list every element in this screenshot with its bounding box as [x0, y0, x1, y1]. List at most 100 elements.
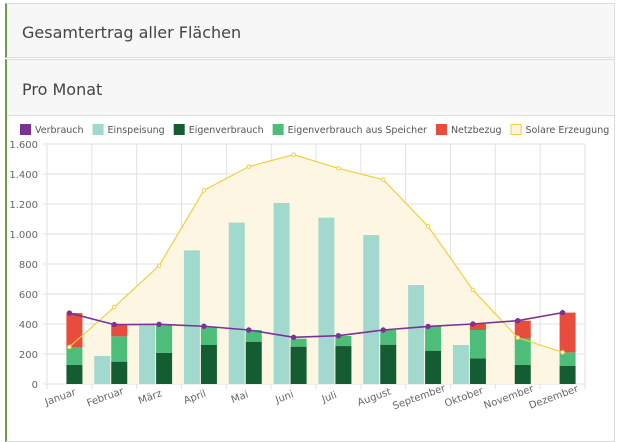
bar-netzbezug — [469, 324, 486, 330]
point-verbrauch — [380, 327, 386, 333]
x-tick-label: Dezember — [528, 383, 581, 411]
point-verbrauch — [425, 323, 431, 330]
legend-swatch — [272, 124, 284, 135]
monthly-title: Pro Monat — [22, 80, 103, 99]
legend-swatch — [20, 124, 31, 135]
point-verbrauch — [470, 321, 476, 327]
bar-eigenverbrauch-aus-speicher — [469, 330, 486, 359]
legend-label: Einspeisung — [108, 125, 165, 136]
bar-eigenverbrauch — [290, 346, 307, 384]
point-verbrauch — [515, 318, 521, 324]
bar-eigenverbrauch-aus-speicher — [66, 347, 83, 365]
bar-einspeisung — [452, 345, 469, 384]
point-solare-erzeugung — [515, 335, 521, 340]
bar-einspeisung — [228, 222, 245, 384]
x-tick-label: August — [356, 386, 393, 408]
x-tick-label: März — [137, 388, 163, 407]
x-tick-label: April — [182, 389, 207, 407]
y-tick-label: 200 — [19, 350, 38, 361]
point-solare-erzeugung — [67, 344, 72, 350]
bar-einspeisung — [273, 202, 290, 384]
point-solare-erzeugung — [156, 263, 162, 268]
x-tick-label: Oktober — [443, 385, 485, 409]
legend-item-eigenverbrauch[interactable]: Eigenverbrauch — [173, 124, 264, 136]
y-tick-label: 800 — [19, 260, 38, 271]
y-tick-label: 1.000 — [9, 230, 38, 241]
point-solare-erzeugung — [380, 177, 386, 182]
bar-einspeisung — [318, 217, 335, 384]
legend-item-einspeisung[interactable]: Einspeisung — [92, 124, 165, 136]
legend-item-netzbezug[interactable]: Netzbezug — [435, 124, 502, 136]
bar-einspeisung — [363, 235, 380, 384]
point-solare-erzeugung — [201, 188, 207, 193]
point-solare-erzeugung — [470, 287, 476, 293]
y-tick-label: 400 — [19, 320, 38, 331]
legend-item-eigenverbrauch-aus-speicher[interactable]: Eigenverbrauch aus Speicher — [272, 124, 427, 136]
point-solare-erzeugung — [425, 224, 431, 229]
bar-eigenverbrauch-aus-speicher — [425, 326, 442, 351]
point-solare-erzeugung — [291, 152, 296, 157]
x-tick-label: Mai — [230, 389, 250, 405]
bar-eigenverbrauch-aus-speicher — [559, 352, 576, 366]
x-tick-label: November — [483, 383, 536, 411]
bar-netzbezug — [559, 312, 576, 353]
x-tick-label: Februar — [85, 386, 126, 410]
point-verbrauch — [66, 310, 73, 316]
bar-eigenverbrauch — [380, 344, 397, 384]
point-verbrauch — [290, 334, 297, 341]
monthly-card-header[interactable] — [7, 60, 614, 116]
legend-label: Netzbezug — [451, 125, 502, 136]
bar-eigenverbrauch — [514, 364, 531, 384]
point-solare-erzeugung — [111, 304, 117, 310]
legend-label: Eigenverbrauch — [189, 125, 264, 136]
bar-einspeisung — [139, 325, 156, 384]
point-verbrauch — [201, 323, 207, 329]
bar-eigenverbrauch-aus-speicher — [290, 338, 307, 347]
legend-item-solare-erzeugung[interactable]: Solare Erzeugung — [510, 124, 609, 137]
point-verbrauch — [246, 327, 252, 333]
legend-swatch — [435, 124, 447, 135]
legend-swatch — [173, 124, 185, 135]
x-tick-label: Juni — [273, 389, 295, 406]
legend-label: Verbrauch — [35, 125, 84, 136]
bar-eigenverbrauch — [111, 361, 128, 384]
bar-einspeisung — [183, 250, 200, 384]
line-verbrauch — [69, 311, 563, 339]
legend-swatch — [510, 124, 522, 135]
total-yield-card[interactable]: Gesamtertrag aller Flächen — [5, 3, 615, 58]
bar-eigenverbrauch-aus-speicher — [514, 338, 531, 365]
legend-item-verbrauch[interactable]: Verbrauch — [20, 124, 84, 136]
bar-eigenverbrauch-aus-speicher — [111, 336, 128, 362]
point-verbrauch — [156, 321, 162, 327]
point-solare-erzeugung — [560, 350, 565, 355]
bar-eigenverbrauch-aus-speicher — [380, 330, 397, 345]
bar-eigenverbrauch-aus-speicher — [245, 330, 262, 342]
legend-label: Eigenverbrauch aus Speicher — [288, 125, 427, 136]
bar-netzbezug — [514, 320, 531, 339]
x-tick-label: September — [391, 383, 448, 413]
x-tick-label: Juli — [320, 390, 339, 406]
bar-eigenverbrauch — [200, 345, 217, 384]
y-tick-label: 600 — [19, 290, 38, 301]
bar-eigenverbrauch — [66, 364, 83, 384]
x-tick-label: Januar — [43, 387, 79, 409]
point-verbrauch — [559, 309, 566, 316]
y-tick-label: 1.600 — [9, 140, 38, 151]
legend-swatch — [92, 124, 104, 135]
line-solare-erzeugung — [69, 154, 563, 353]
bar-netzbezug — [111, 324, 128, 337]
bar-eigenverbrauch — [335, 346, 352, 384]
total-yield-title: Gesamtertrag aller Flächen — [22, 23, 242, 42]
bar-einspeisung — [408, 285, 425, 384]
y-tick-label: 0 — [32, 380, 38, 391]
point-verbrauch — [335, 333, 342, 339]
bar-eigenverbrauch — [245, 341, 262, 384]
y-tick-label: 1.200 — [9, 200, 38, 211]
bar-einspeisung — [94, 355, 111, 384]
point-solare-erzeugung — [246, 164, 252, 169]
bar-eigenverbrauch — [469, 358, 486, 384]
point-solare-erzeugung — [336, 166, 341, 171]
bar-eigenverbrauch-aus-speicher — [335, 336, 352, 347]
y-tick-label: 1.400 — [9, 170, 38, 181]
